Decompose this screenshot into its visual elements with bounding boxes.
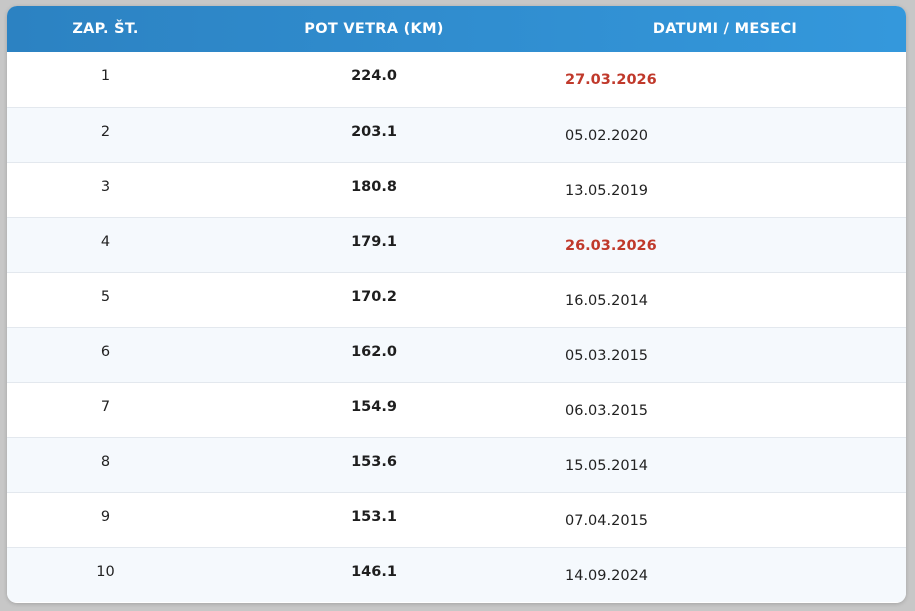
table-header-row: ZAP. ŠT. POT VETRA (KM) DATUMI / MESECI [7, 6, 906, 52]
header-distance: POT VETRA (KM) [304, 21, 444, 37]
rank-cell: 4 [100, 233, 111, 250]
distance-cell: 146.1 [351, 563, 397, 580]
table-row: 5 170.2 16.05.2014 [7, 272, 906, 327]
table-row: 1 224.0 27.03.2026 [7, 52, 906, 107]
wind-ranking-table: ZAP. ŠT. POT VETRA (KM) DATUMI / MESECI … [7, 6, 906, 602]
rank-cell: 5 [100, 288, 111, 305]
header-rank: ZAP. ŠT. [72, 21, 139, 37]
distance-cell: 153.1 [351, 508, 397, 525]
rank-cell: 2 [100, 123, 111, 140]
date-cell: 06.03.2015 [565, 402, 649, 419]
wind-ranking-card: ZAP. ŠT. POT VETRA (KM) DATUMI / MESECI … [7, 6, 906, 603]
date-cell: 07.04.2015 [565, 512, 649, 529]
distance-cell: 224.0 [351, 68, 397, 84]
rank-cell: 9 [100, 508, 111, 525]
rank-cell: 1 [100, 68, 111, 84]
table-row: 8 153.6 15.05.2014 [7, 437, 906, 492]
date-cell: 26.03.2026 [565, 237, 657, 254]
rank-cell: 3 [100, 178, 111, 195]
table-row: 10 146.1 14.09.2024 [7, 547, 906, 602]
table-body: 1 224.0 27.03.2026 2 203.1 05.02.2020 3 … [7, 52, 906, 602]
rank-cell: 10 [96, 563, 115, 580]
distance-cell: 162.0 [351, 343, 397, 360]
distance-cell: 154.9 [351, 398, 397, 415]
header-date: DATUMI / MESECI [652, 21, 798, 37]
distance-cell: 170.2 [351, 288, 397, 305]
distance-cell: 203.1 [351, 123, 397, 140]
date-cell: 27.03.2026 [565, 72, 657, 88]
distance-cell: 180.8 [351, 178, 397, 195]
rank-cell: 8 [100, 453, 111, 470]
date-cell: 16.05.2014 [565, 292, 649, 309]
rank-cell: 7 [100, 398, 111, 415]
table-row: 6 162.0 05.03.2015 [7, 327, 906, 382]
rank-cell: 6 [100, 343, 111, 360]
distance-cell: 153.6 [351, 453, 397, 470]
table-row: 4 179.1 26.03.2026 [7, 217, 906, 272]
date-cell: 05.03.2015 [565, 347, 649, 364]
date-cell: 05.02.2020 [565, 127, 649, 144]
date-cell: 13.05.2019 [565, 182, 649, 199]
distance-cell: 179.1 [351, 233, 397, 250]
table-row: 3 180.8 13.05.2019 [7, 162, 906, 217]
table-row: 9 153.1 07.04.2015 [7, 492, 906, 547]
date-cell: 15.05.2014 [565, 457, 649, 474]
table-header: ZAP. ŠT. POT VETRA (KM) DATUMI / MESECI [7, 6, 906, 52]
date-cell: 14.09.2024 [565, 567, 649, 584]
table-row: 2 203.1 05.02.2020 [7, 107, 906, 162]
table-row: 7 154.9 06.03.2015 [7, 382, 906, 437]
